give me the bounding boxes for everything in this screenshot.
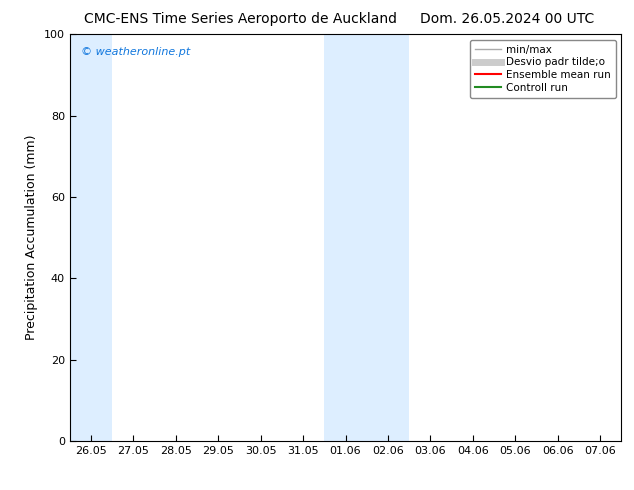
Text: © weatheronline.pt: © weatheronline.pt (81, 47, 190, 56)
Y-axis label: Precipitation Accumulation (mm): Precipitation Accumulation (mm) (25, 135, 38, 341)
Bar (70, 34, 112, 441)
Legend: min/max, Desvio padr tilde;o, Ensemble mean run, Controll run: min/max, Desvio padr tilde;o, Ensemble m… (470, 40, 616, 98)
Text: Dom. 26.05.2024 00 UTC: Dom. 26.05.2024 00 UTC (420, 12, 594, 26)
Text: CMC-ENS Time Series Aeroporto de Auckland: CMC-ENS Time Series Aeroporto de Aucklan… (84, 12, 398, 26)
Bar (325, 34, 409, 441)
